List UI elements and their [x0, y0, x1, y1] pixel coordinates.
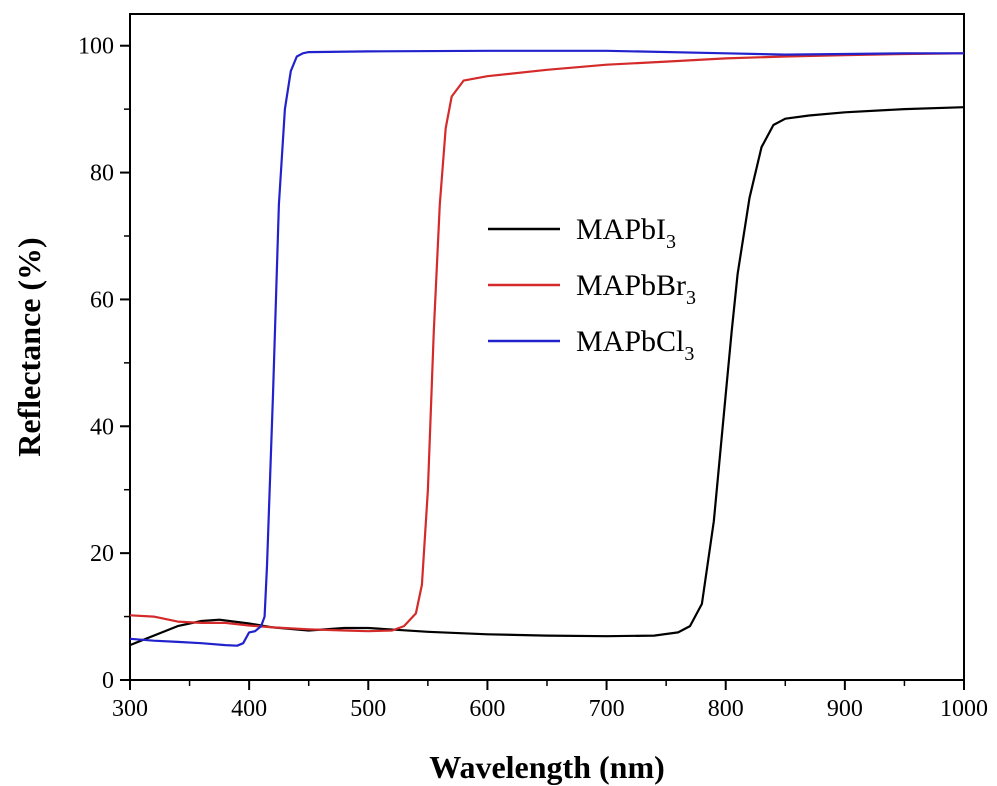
y-tick-label-0: 0: [102, 668, 114, 694]
y-tick-label-80: 80: [90, 161, 114, 187]
x-tick-label-400: 400: [231, 696, 267, 722]
legend-label-subscript: 3: [666, 231, 676, 253]
x-tick-label-900: 900: [827, 696, 863, 722]
x-tick-label-700: 700: [589, 696, 625, 722]
ticks-layer: 300 400 500 600 700 800 900 1000 0 20 40 60 80 100: [78, 34, 988, 722]
x-tick-label-300: 300: [112, 696, 148, 722]
legend-label-main: MAPbBr: [576, 269, 686, 302]
legend-label-main: MAPbI: [576, 213, 666, 246]
legend-label-subscript: 3: [684, 343, 694, 365]
x-tick-label-600: 600: [469, 696, 505, 722]
series-line-mapbbr: [129, 52, 965, 633]
x-tick-label-500: 500: [350, 696, 386, 722]
legend-label-mapbi: MAPbI3: [576, 213, 676, 253]
legend-label-main: MAPbCl: [576, 325, 684, 358]
series-layer: [129, 49, 965, 647]
series-line-mapbcl: [129, 49, 964, 647]
y-axis-title: Reflectance (%): [11, 237, 47, 456]
legend-label-mapbcl: MAPbCl3: [576, 325, 694, 365]
x-axis-title: Wavelength (nm): [429, 749, 665, 785]
legend-label-subscript: 3: [686, 287, 696, 309]
y-tick-label-40: 40: [90, 414, 114, 440]
y-tick-label-100: 100: [78, 34, 114, 60]
series-line-mapbi: [129, 106, 965, 647]
x-tick-label-1000: 1000: [940, 696, 988, 722]
legend-label-mapbbr: MAPbBr3: [576, 269, 696, 309]
x-tick-label-800: 800: [708, 696, 744, 722]
y-tick-label-60: 60: [90, 287, 114, 313]
y-tick-label-20: 20: [90, 541, 114, 567]
